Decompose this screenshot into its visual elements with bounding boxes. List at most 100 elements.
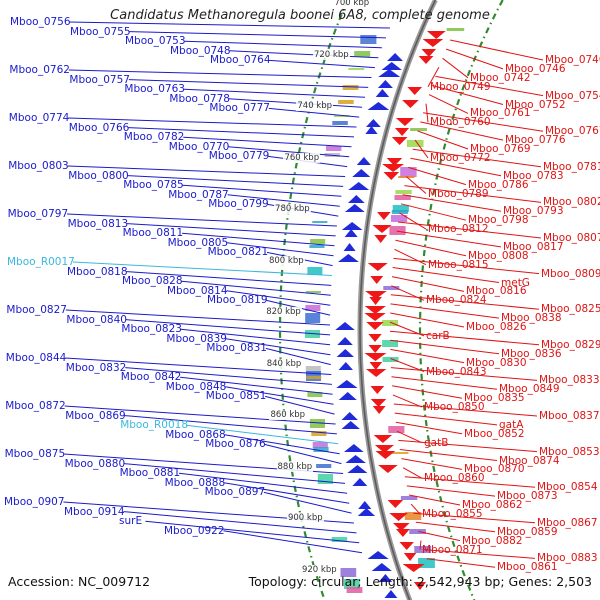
gene-label-left[interactable]: Mboo_0869	[65, 409, 126, 422]
gene-label-right[interactable]: Mboo_0849	[499, 383, 560, 396]
gene-label-left[interactable]: Mboo_0785	[123, 179, 184, 192]
gene-label-right[interactable]: Mboo_0815	[428, 258, 489, 271]
gene-label-left[interactable]: Mboo_0888	[164, 476, 226, 489]
gene-label-right[interactable]: Mboo_0829	[541, 338, 600, 351]
gene-label-right[interactable]: Mboo_0769	[470, 143, 531, 155]
gene-label-left[interactable]: Mboo_0839	[166, 332, 227, 345]
gene-label-left[interactable]: Mboo_0840	[66, 313, 127, 326]
gene-label-right[interactable]: Mboo_0826	[466, 321, 527, 333]
gene-label-left[interactable]: Mboo_0782	[123, 131, 185, 144]
gene-label-left[interactable]: Mboo_0787	[168, 188, 229, 201]
gene-label-right[interactable]: Mboo_0852	[464, 427, 525, 440]
gene-label-right[interactable]: Mboo_0824	[426, 294, 487, 307]
gene-label-left[interactable]: Mboo_0868	[165, 428, 226, 441]
gene-label-left[interactable]: Mboo_0799	[208, 198, 269, 211]
gene-label-right[interactable]: gatA	[499, 418, 524, 431]
gene-label-right[interactable]: Mboo_0825	[541, 303, 600, 316]
gene-label-right[interactable]: Mboo_0760	[430, 116, 491, 129]
gene-label-right[interactable]: Mboo_0776	[505, 134, 566, 147]
gene-label-left[interactable]: Mboo_0770	[168, 140, 230, 153]
gene-label-left[interactable]: Mboo_0763	[124, 83, 185, 96]
gene-label-left[interactable]: Mboo_0766	[68, 121, 130, 134]
gene-label-left[interactable]: Mboo_0777	[209, 102, 270, 115]
gene-label-left[interactable]: Mboo_R0017	[7, 256, 75, 268]
gene-label-left[interactable]: Mboo_0914	[64, 505, 125, 518]
gene-label-right[interactable]: Mboo_0874	[499, 454, 560, 467]
gene-label-left[interactable]: Mboo_0844	[5, 352, 67, 364]
gene-label-right[interactable]: metG	[501, 276, 530, 289]
gene-label-left[interactable]: Mboo_0821	[207, 246, 269, 259]
gene-label-left[interactable]: Mboo_0907	[4, 496, 65, 508]
gene-label-right[interactable]: Mboo_0882	[462, 534, 523, 547]
gene-label-right[interactable]: Mboo_0812	[428, 223, 489, 236]
gene-label-right[interactable]: Mboo_0781	[543, 160, 600, 173]
gene-label-left[interactable]: Mboo_0832	[65, 361, 127, 374]
gene-label-right[interactable]: Mboo_0850	[424, 401, 485, 414]
gene-label-right[interactable]: Mboo_0754	[545, 89, 600, 102]
gene-label-left[interactable]: Mboo_0842	[120, 371, 182, 384]
gene-label-left[interactable]: Mboo_R0018	[120, 419, 189, 432]
gene-label-right[interactable]: Mboo_0740	[545, 54, 600, 66]
gene-label-left[interactable]: Mboo_0848	[165, 380, 227, 393]
gene-label-right[interactable]: Mboo_0807	[543, 232, 600, 244]
gene-label-right[interactable]: Mboo_0767	[545, 125, 600, 138]
gene-label-right[interactable]: Mboo_0761	[470, 107, 531, 120]
gene-label-left[interactable]: Mboo_0800	[68, 169, 129, 182]
gene-label-right[interactable]: Mboo_0855	[422, 507, 483, 520]
gene-label-right[interactable]: Mboo_0838	[501, 312, 562, 325]
gene-label-right[interactable]: Mboo_0836	[501, 347, 562, 360]
gene-label-left[interactable]: Mboo_0872	[5, 400, 66, 412]
gene-label-left[interactable]: Mboo_0805	[167, 236, 229, 249]
gene-label-right[interactable]: Mboo_0871	[422, 543, 483, 556]
gene-label-right[interactable]: Mboo_0870	[464, 463, 525, 476]
gene-label-right[interactable]: Mboo_0809	[541, 267, 600, 280]
gene-label-right[interactable]: Mboo_0830	[466, 356, 527, 369]
gene-label-right[interactable]: gatB	[424, 436, 449, 449]
gene-label-left[interactable]: Mboo_0876	[205, 438, 266, 451]
gene-label-right[interactable]: Mboo_0742	[470, 71, 531, 84]
gene-label-left[interactable]: surE	[119, 515, 143, 528]
gene-label-left[interactable]: Mboo_0818	[67, 265, 128, 278]
gene-label-right[interactable]: Mboo_0833	[539, 374, 600, 387]
gene-label-left[interactable]: Mboo_0753	[125, 35, 186, 48]
gene-label-left[interactable]: Mboo_0814	[167, 284, 228, 297]
gene-label-left[interactable]: Mboo_0779	[208, 150, 270, 163]
gene-label-right[interactable]: Mboo_0789	[428, 187, 489, 200]
gene-label-right[interactable]: Mboo_0867	[537, 516, 598, 529]
gene-label-left[interactable]: Mboo_0748	[170, 44, 231, 57]
gene-label-left[interactable]: Mboo_0875	[4, 448, 66, 460]
gene-label-right[interactable]: Mboo_0837	[539, 410, 600, 422]
gene-label-right[interactable]: Mboo_0843	[426, 365, 487, 378]
gene-label-left[interactable]: Mboo_0803	[8, 160, 69, 172]
gene-label-left[interactable]: Mboo_0811	[122, 227, 184, 240]
gene-label-left[interactable]: Mboo_0774	[8, 112, 70, 124]
gene-label-right[interactable]: Mboo_0854	[537, 481, 598, 494]
gene-label-right[interactable]: Mboo_0783	[503, 169, 564, 182]
gene-label-left[interactable]: Mboo_0827	[6, 304, 67, 316]
gene-label-left[interactable]: Mboo_0897	[204, 486, 266, 499]
gene-label-left[interactable]: Mboo_0762	[9, 64, 70, 76]
gene-label-right[interactable]: Mboo_0862	[462, 499, 523, 511]
gene-label-right[interactable]: Mboo_0859	[497, 525, 558, 538]
gene-label-right[interactable]: Mboo_0786	[468, 178, 529, 191]
gene-label-right[interactable]: Mboo_0746	[505, 62, 566, 75]
gene-label-right[interactable]: Mboo_0772	[430, 151, 491, 164]
gene-label-right[interactable]: carB	[426, 329, 450, 342]
gene-label-right[interactable]: Mboo_0817	[503, 240, 564, 253]
gene-label-right[interactable]: Mboo_0816	[466, 285, 527, 298]
gene-label-left[interactable]: Mboo_0823	[121, 323, 182, 336]
gene-label-left[interactable]: Mboo_0851	[205, 390, 267, 403]
gene-label-left[interactable]: Mboo_0797	[7, 208, 69, 220]
gene-label-left[interactable]: Mboo_0764	[210, 54, 271, 67]
gene-label-right[interactable]: Mboo_0793	[503, 205, 564, 218]
gene-label-right[interactable]: Mboo_0853	[539, 445, 600, 458]
gene-label-left[interactable]: Mboo_0831	[206, 342, 267, 355]
gene-label-left[interactable]: Mboo_0880	[64, 457, 126, 470]
gene-label-right[interactable]: Mboo_0808	[468, 249, 529, 262]
gene-label-left[interactable]: Mboo_0778	[169, 92, 230, 105]
gene-label-left[interactable]: Mboo_0756	[10, 16, 71, 28]
gene-label-right[interactable]: Mboo_0802	[543, 196, 600, 209]
gene-label-right[interactable]: Mboo_0861	[497, 561, 558, 574]
gene-label-left[interactable]: Mboo_0813	[67, 217, 129, 230]
gene-label-left[interactable]: Mboo_0757	[69, 73, 130, 86]
